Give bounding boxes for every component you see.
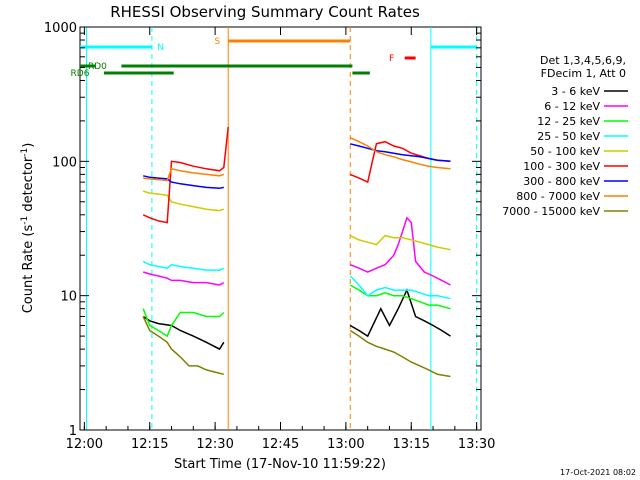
series-line-8-0 <box>142 316 224 376</box>
legend-label-0: 3 - 6 keV <box>551 85 600 98</box>
legend-header-1: FDecim 1, Att 0 <box>541 67 626 80</box>
series-line-7-1 <box>349 137 451 170</box>
series-line-5-0 <box>142 126 229 224</box>
series-line-1-1 <box>349 216 451 286</box>
legend-label-5: 100 - 300 keV <box>523 160 600 173</box>
x-tick-label: 12:00 <box>66 437 103 452</box>
y-axis-label: Count Rate (s-1 detector-1) <box>20 143 36 314</box>
series-line-0-0 <box>142 315 225 351</box>
legend: Det 1,3,4,5,6,9,FDecim 1, Att 0 3 - 6 keV… <box>502 54 628 218</box>
flag-label-rd0: RD0 <box>88 62 107 72</box>
series-line-2-0 <box>142 308 225 338</box>
legend-label-7: 800 - 7000 keV <box>516 190 600 203</box>
legend-label-1: 6 - 12 keV <box>544 100 600 113</box>
ylabel-main: Count Rate (s <box>21 225 36 314</box>
series-line-6-0 <box>143 175 224 190</box>
series-line-6-1 <box>350 143 451 163</box>
series-line-4-0 <box>142 190 225 212</box>
series-line-0-1 <box>349 288 451 338</box>
y-tick-label: 1000 <box>44 21 77 36</box>
series-line-7-0 <box>143 167 225 182</box>
flag-label-rd6: RD6 <box>71 69 90 79</box>
y-axis: 1 10 100 1000 <box>44 21 481 439</box>
x-axis-label: Start Time (17-Nov-10 11:59:22) <box>174 457 386 472</box>
legend-label-3: 25 - 50 keV <box>537 130 600 143</box>
legend-label-4: 50 - 100 keV <box>530 145 600 158</box>
chart-title: RHESSI Observing Summary Count Rates <box>110 3 420 21</box>
legend-label-8: 7000 - 15000 keV <box>502 205 600 218</box>
series-line-4-1 <box>349 234 451 251</box>
ylabel-end: ) <box>21 143 36 148</box>
x-tick-label: 12:15 <box>131 437 168 452</box>
legend-header-0: Det 1,3,4,5,6,9, <box>540 54 626 67</box>
flag-label-s: S <box>214 37 220 47</box>
x-tick-label: 13:00 <box>327 437 364 452</box>
series-line-3-1 <box>349 275 451 300</box>
ylabel-sup2: -1 <box>20 148 30 157</box>
plot-frame <box>79 26 482 431</box>
x-tick-label: 13:15 <box>393 437 430 452</box>
x-tick-label: 12:30 <box>196 437 233 452</box>
series-line-8-1 <box>349 329 451 378</box>
y-tick-label: 10 <box>60 290 77 305</box>
x-tick-label: 13:30 <box>458 437 495 452</box>
series-line-1-0 <box>142 271 225 286</box>
ylabel-mid: detector <box>21 156 36 216</box>
flag-label-f: F <box>389 54 394 64</box>
y-tick-label: 100 <box>52 155 77 170</box>
x-tick-label: 12:45 <box>262 437 299 452</box>
series-group <box>142 126 451 378</box>
series-line-3-0 <box>142 260 225 271</box>
legend-label-2: 12 - 25 keV <box>537 115 600 128</box>
ylabel-sup1: -1 <box>20 216 30 225</box>
timestamp: 17-Oct-2021 08:02 <box>560 468 636 477</box>
flag-label-n: N <box>157 43 164 53</box>
time-markers <box>86 27 478 430</box>
y-tick-label: 1 <box>69 424 77 439</box>
legend-label-6: 300 - 800 keV <box>523 175 600 188</box>
x-axis: 12:00 12:15 12:30 12:45 13:00 13:15 13:30 <box>66 27 495 452</box>
